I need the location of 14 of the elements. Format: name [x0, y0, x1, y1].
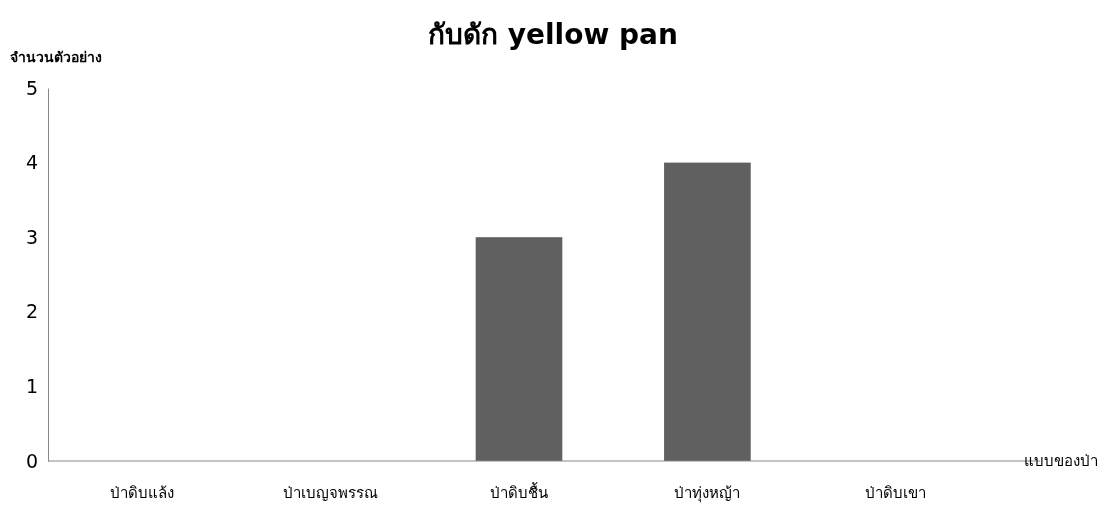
y-tick-label: 2: [25, 300, 39, 323]
x-tick-label: ป่าดิบแล้ง: [110, 483, 175, 502]
y-tick-label: 4: [25, 151, 39, 174]
x-tick-label: ป่าดิบเขา: [865, 483, 927, 502]
y-tick-label: 5: [25, 76, 39, 99]
y-tick-label: 3: [25, 225, 39, 248]
x-axis-title: แบบของป่า: [1024, 452, 1098, 470]
x-tick-label: ป่าดิบชื้น: [490, 481, 548, 502]
x-tick-label: ป่าเบญจพรรณ: [283, 483, 379, 502]
y-axis-title: จำนวนตัวอย่าง: [10, 49, 102, 65]
chart-title: กับดัก yellow pan: [428, 18, 678, 51]
y-tick-label: 1: [25, 374, 39, 397]
y-tick-label: 0: [25, 449, 39, 472]
x-tick-label: ป่าทุ่งหญ้า: [674, 483, 741, 503]
